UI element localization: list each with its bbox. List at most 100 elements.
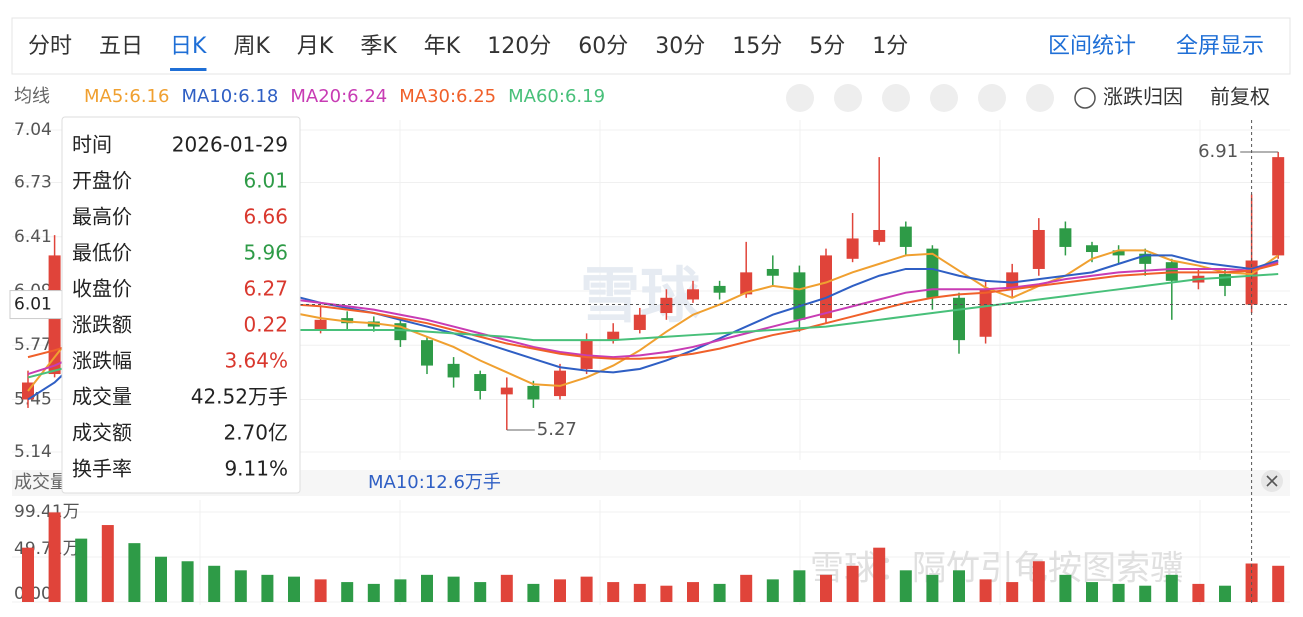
volume-bar	[261, 574, 274, 602]
candle-body	[1059, 228, 1072, 247]
candle-body	[421, 340, 433, 366]
control[interactable]: 涨跌归因	[1103, 85, 1183, 109]
tooltip-label: 收盘价	[72, 277, 132, 301]
action[interactable]: 全屏显示	[1176, 34, 1264, 59]
volume-bar	[713, 583, 726, 602]
tooltip-value: 6.01	[243, 169, 288, 193]
tab[interactable]: 年K	[424, 34, 461, 59]
volume-bar	[314, 579, 327, 602]
tab[interactable]: 60分	[578, 34, 628, 59]
tooltip-value: 2.70亿	[223, 421, 288, 445]
volume-bar	[394, 579, 407, 602]
volume-bar	[288, 576, 300, 602]
candle-body	[633, 314, 646, 330]
tab[interactable]: 月K	[297, 34, 334, 59]
candle-body	[1272, 157, 1285, 256]
y-tick-label: 5.77	[14, 335, 52, 355]
tool-button[interactable]	[786, 84, 814, 112]
tooltip-value: 9.11%	[224, 457, 288, 481]
tab[interactable]: 1分	[872, 34, 908, 59]
candle-body	[1139, 253, 1152, 264]
tab[interactable]: 分时	[28, 34, 72, 59]
volume-bar	[447, 576, 460, 602]
tool-button[interactable]	[1026, 84, 1054, 112]
tab-bar	[11, 17, 1291, 75]
action[interactable]: 区间统计	[1048, 34, 1136, 59]
candle-body	[447, 363, 460, 378]
volume-bar	[740, 574, 753, 602]
y-tick-label: 6.73	[14, 173, 52, 193]
volume-bar	[527, 583, 540, 602]
tooltip-label: 开盘价	[72, 169, 132, 193]
candle-body	[1219, 274, 1231, 286]
volume-bar	[1139, 585, 1152, 602]
tab[interactable]: 5分	[809, 34, 845, 59]
tab[interactable]: 季K	[360, 34, 397, 59]
candle-body	[474, 374, 487, 391]
control[interactable]: 前复权	[1210, 85, 1270, 109]
tool-button[interactable]	[834, 84, 862, 112]
tooltip-label: 成交额	[72, 421, 132, 445]
candle-body	[527, 385, 540, 400]
crosshair-label-box	[9, 290, 63, 320]
candle-body	[500, 387, 513, 395]
tooltip-value: 42.52万手	[191, 385, 288, 409]
volume-bar	[128, 543, 141, 602]
candle-body	[554, 370, 566, 397]
volume-bar	[554, 579, 566, 602]
volume-bar	[1165, 574, 1178, 602]
volume-legend: 成交量	[14, 472, 68, 493]
volume-bar	[766, 579, 779, 602]
tooltip	[61, 116, 301, 494]
volume-bar	[208, 565, 221, 602]
tab[interactable]: 120分	[487, 34, 551, 59]
legend-entry: MA60:6.19	[508, 86, 605, 107]
tooltip-label: 最高价	[72, 205, 132, 229]
tooltip-value: 0.22	[243, 313, 288, 337]
volume-bar	[1086, 582, 1098, 602]
legend-entry: MA20:6.24	[290, 86, 387, 107]
volume-bar	[1192, 583, 1205, 602]
tab[interactable]: 周K	[233, 34, 270, 59]
candle-body	[766, 268, 779, 276]
tool-button[interactable]	[882, 84, 910, 112]
candle-body	[793, 272, 806, 320]
volume-bar	[953, 570, 965, 602]
volume-bar	[155, 556, 167, 602]
volume-bar	[474, 582, 487, 602]
tab[interactable]: 30分	[655, 34, 705, 59]
candle-body	[660, 297, 673, 314]
legend-entry: MA5:6.16	[84, 86, 169, 107]
volume-bar	[1006, 582, 1019, 602]
tooltip-value: 6.27	[243, 277, 288, 301]
volume-bar	[846, 565, 859, 602]
y-tick-label: 6.41	[14, 227, 52, 247]
max-label: 6.91	[1198, 141, 1238, 162]
tooltip-value: 6.66	[243, 205, 288, 229]
volume-bar	[926, 574, 939, 602]
close-icon[interactable]	[1266, 475, 1278, 487]
volume-bar	[607, 582, 620, 602]
volume-bar	[181, 561, 194, 602]
volume-bar	[1272, 565, 1285, 602]
tab[interactable]: 日K	[170, 34, 207, 59]
tab[interactable]: 15分	[732, 34, 782, 59]
volume-bar	[1219, 585, 1231, 602]
volume-bar	[793, 570, 806, 602]
legend-entry: MA30:6.25	[399, 86, 496, 107]
volume-legend: MA10:12.6万手	[368, 472, 501, 493]
volume-bar	[48, 512, 61, 602]
candle-body	[713, 285, 726, 293]
tool-button[interactable]	[978, 84, 1006, 112]
candle-body	[740, 272, 753, 295]
radio[interactable]	[1074, 87, 1096, 109]
candle-body	[607, 331, 620, 341]
volume-bar	[687, 582, 699, 602]
tooltip-label: 涨跌幅	[72, 349, 132, 373]
y-tick-label: 7.04	[14, 120, 52, 140]
tool-button[interactable]	[930, 84, 958, 112]
candle-body	[873, 229, 886, 242]
tab[interactable]: 五日	[99, 34, 143, 59]
candle-body	[820, 255, 832, 319]
